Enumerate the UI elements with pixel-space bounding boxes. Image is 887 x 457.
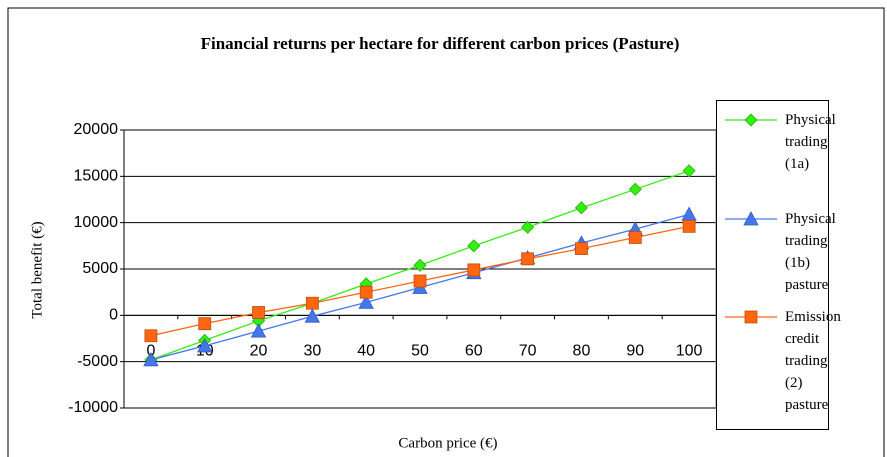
marker: [521, 220, 535, 234]
legend: Physical trading (1a) Physical trading (1…: [716, 100, 841, 430]
x-tick-label: 100: [676, 343, 703, 360]
marker: [144, 329, 158, 343]
legend-label: Emission credit trading (2) pasture: [785, 309, 841, 413]
chart-border: [7, 7, 885, 457]
marker: [682, 219, 696, 233]
legend-swatch: [725, 113, 777, 127]
marker: [358, 294, 374, 309]
marker: [575, 242, 588, 256]
marker: [467, 239, 481, 253]
y-tick-label: -5000: [77, 353, 118, 370]
y-tick-label: 10000: [74, 214, 119, 231]
y-tick-label: 0: [109, 307, 118, 324]
marker: [198, 317, 212, 331]
x-tick-label: 40: [357, 343, 375, 360]
marker: [304, 308, 321, 323]
marker: [628, 231, 642, 244]
y-tick-label: 15000: [74, 168, 119, 185]
legend-label: Physical trading (1b) pasture: [785, 211, 836, 293]
marker: [744, 310, 758, 324]
marker: [252, 306, 265, 319]
x-tick-label: 90: [626, 343, 644, 360]
x-tick-label: 60: [465, 343, 483, 360]
x-tick-label: 30: [303, 343, 321, 360]
marker: [359, 285, 373, 299]
y-tick-label: 20000: [74, 121, 119, 138]
marker: [413, 258, 427, 272]
marker: [743, 211, 759, 226]
x-axis-label: Carbon price (€): [398, 435, 497, 451]
marker: [681, 206, 697, 221]
y-tick-label: -10000: [68, 399, 118, 416]
marker: [574, 201, 589, 215]
x-tick-label: 50: [411, 343, 429, 360]
legend-swatch: [725, 211, 777, 226]
marker: [197, 338, 213, 353]
marker: [413, 274, 427, 288]
marker: [305, 296, 319, 310]
y-tick-label: 5000: [82, 260, 118, 277]
marker: [250, 323, 267, 338]
marker: [628, 182, 642, 196]
x-tick-label: 0: [146, 343, 155, 360]
chart-title: Financial returns per hectare for differ…: [201, 34, 680, 53]
marker: [143, 351, 159, 367]
marker: [521, 252, 535, 266]
legend-swatch: [725, 310, 777, 324]
x-tick-label: 20: [250, 343, 268, 360]
legend-label: Physical trading (1a): [785, 112, 836, 172]
y-axis-label: Total benefit (€): [29, 221, 45, 318]
x-tick-label: 80: [573, 343, 591, 360]
marker: [744, 113, 758, 127]
x-tick-label: 70: [519, 343, 537, 360]
marker: [467, 263, 481, 277]
marker: [682, 164, 696, 178]
